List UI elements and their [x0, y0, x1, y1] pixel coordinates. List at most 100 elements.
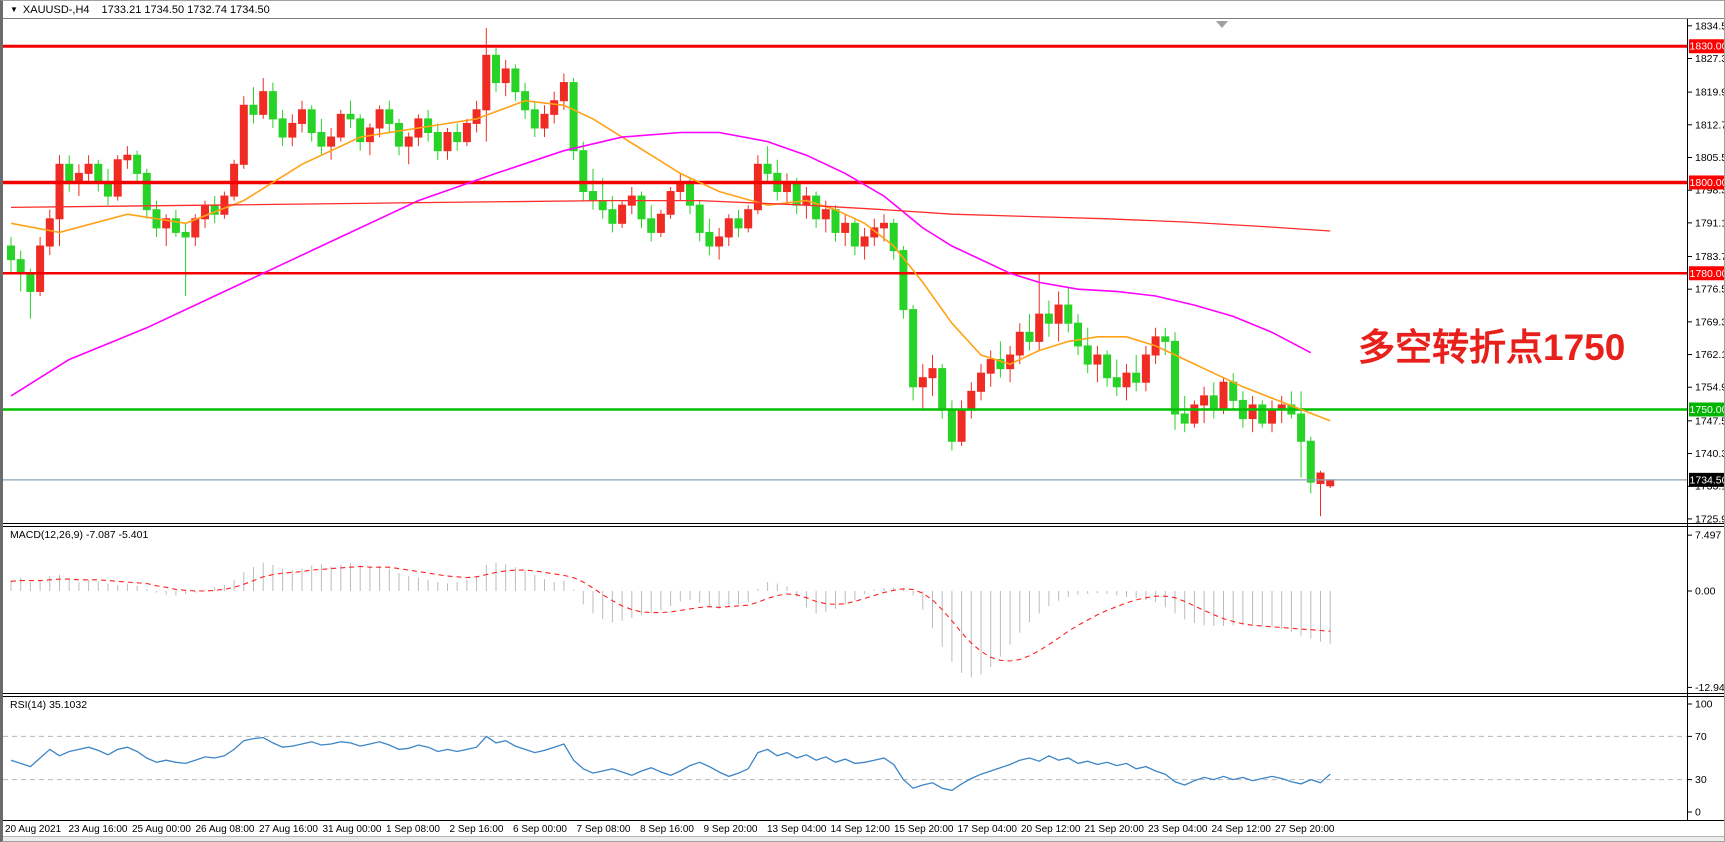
- candle-body: [550, 100, 559, 115]
- candle-body: [1054, 304, 1063, 324]
- candle-body: [55, 163, 64, 220]
- candle-body: [1180, 413, 1189, 424]
- candle-body: [511, 68, 520, 93]
- candle-body: [7, 245, 15, 261]
- candle-body: [889, 222, 898, 252]
- rsi-axis-label: 30: [1695, 774, 1707, 786]
- candle-body: [744, 209, 753, 229]
- price-badge-label: 1780.00: [1690, 268, 1725, 280]
- candle-body: [298, 109, 306, 124]
- candle-body: [656, 213, 665, 233]
- candle-body: [957, 408, 966, 442]
- candle-body: [647, 218, 656, 233]
- candle-body: [191, 218, 200, 238]
- price-axis-label: 1747.50: [1695, 415, 1725, 427]
- date-axis-label: 8 Sep 16:00: [640, 824, 694, 835]
- price-axis-label: 1791.10: [1695, 217, 1725, 229]
- price-axis-label: 1740.30: [1695, 448, 1725, 460]
- candle-body: [1209, 395, 1218, 410]
- candle-body: [375, 109, 384, 129]
- candle-body: [1200, 395, 1209, 406]
- candle-body: [1316, 472, 1325, 484]
- candle-body: [181, 231, 190, 238]
- macd-axis-label: 0.00: [1695, 586, 1716, 598]
- candle-body: [346, 113, 355, 120]
- candle-body: [540, 113, 549, 129]
- macd-axis-label: 7.497: [1695, 530, 1721, 542]
- price-badge-1830.00: [1689, 39, 1724, 54]
- price-badge-1780.00: [1689, 266, 1724, 281]
- candle-body: [880, 222, 888, 229]
- price-axis[interactable]: 1834.501827.301819.901812.701805.501798.…: [1687, 20, 1725, 525]
- price-badge-1734.50: [1689, 472, 1724, 487]
- price-badge-1750.00: [1689, 402, 1724, 417]
- candle-body: [812, 195, 821, 220]
- candle-body: [1190, 404, 1199, 424]
- bottom-scroll-area[interactable]: [3, 836, 1724, 841]
- long-ma-red: [10, 199, 1331, 232]
- price-axis-label: 1819.90: [1695, 87, 1725, 99]
- candle-body: [307, 109, 316, 134]
- candle-body: [724, 218, 733, 238]
- price-axis-label: 1812.70: [1695, 119, 1725, 131]
- candle-body: [1229, 381, 1238, 401]
- moving-averages: [10, 99, 1331, 422]
- candle-body: [16, 259, 25, 274]
- candle-body: [918, 377, 927, 388]
- candle-body: [1083, 345, 1092, 365]
- candle-body: [443, 132, 452, 152]
- candle-body: [1122, 372, 1131, 388]
- rsi-panel: [3, 735, 1687, 792]
- candle-body: [26, 272, 35, 292]
- horizontal-level-lines: [3, 44, 1687, 411]
- candle-body: [1258, 404, 1267, 424]
- candle-body: [1171, 340, 1179, 415]
- chart-canvas[interactable]: 1834.501827.301819.901812.701805.501798.…: [3, 1, 1725, 842]
- symbol-dropdown-icon[interactable]: ▼: [10, 4, 18, 14]
- candle-body: [278, 118, 287, 138]
- date-axis[interactable]: 20 Aug 2021 23 Aug 16:00 25 Aug 00:00 26 Au…: [5, 824, 1335, 835]
- candle-body: [1132, 372, 1141, 383]
- price-badge-label: 1750.00: [1690, 404, 1725, 416]
- indicator-axes: 7.497 0.00 -12.941 100 70 30 0: [1687, 530, 1725, 819]
- price-axis-label: 1834.50: [1695, 20, 1725, 32]
- candle-body: [1297, 413, 1306, 442]
- candle-body: [734, 218, 743, 229]
- candle-body: [831, 209, 840, 233]
- candle-body: [259, 91, 268, 115]
- candle-body: [336, 113, 345, 138]
- annotation-text: 多空转折点1750: [1358, 327, 1626, 368]
- date-axis-label: 2 Sep 16:00: [450, 824, 504, 835]
- price-axis-label: 1776.50: [1695, 284, 1725, 296]
- candle-body: [1006, 354, 1015, 370]
- candle-body: [753, 163, 762, 211]
- candle-body: [705, 231, 714, 247]
- candle-body: [472, 109, 481, 124]
- macd-axis-label: -12.941: [1695, 682, 1725, 694]
- date-axis-label: 20 Aug 2021: [5, 824, 62, 835]
- candle-body: [133, 154, 142, 174]
- price-axis-label: 1805.50: [1695, 152, 1725, 164]
- candle-body: [569, 82, 578, 152]
- candle-body: [327, 136, 336, 147]
- price-axis-label: 1783.70: [1695, 251, 1725, 263]
- price-axis-label: 1827.30: [1695, 53, 1725, 65]
- candle-body: [967, 390, 976, 410]
- price-axis-label: 1754.90: [1695, 382, 1725, 394]
- candle-body: [123, 154, 132, 161]
- candle-body: [65, 163, 74, 183]
- candle-body: [1268, 408, 1276, 424]
- candle-body: [899, 250, 908, 311]
- rsi-axis-label: 0: [1695, 807, 1701, 819]
- date-axis-label: 26 Aug 08:00: [196, 824, 255, 835]
- candle-body: [1025, 331, 1034, 342]
- date-axis-label: 25 Aug 00:00: [132, 824, 191, 835]
- candle-body: [142, 172, 151, 211]
- date-axis-label: 31 Aug 00:00: [323, 824, 382, 835]
- price-badge-label: 1830.00: [1690, 41, 1725, 53]
- rsi-line: [10, 735, 1331, 792]
- candle-body: [433, 132, 442, 152]
- candles: [7, 28, 1335, 517]
- chart-shift-marker-icon[interactable]: [1216, 21, 1228, 28]
